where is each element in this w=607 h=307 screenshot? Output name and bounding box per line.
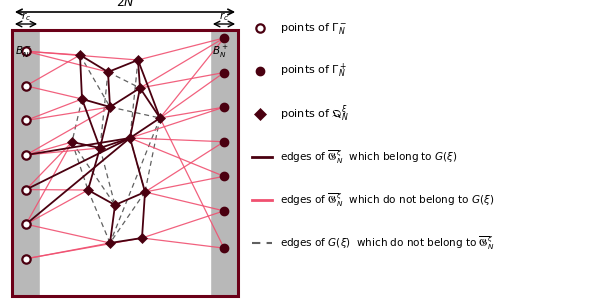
Text: points of $\Gamma_N^+$: points of $\Gamma_N^+$: [280, 62, 347, 80]
Bar: [40, 30, 210, 296]
Text: points of $\Gamma_N^-$: points of $\Gamma_N^-$: [280, 21, 347, 36]
Bar: [12, 30, 238, 296]
Bar: [12, 30, 40, 296]
Bar: [210, 30, 238, 296]
Text: points of $\mathfrak{Q}_N^\xi$: points of $\mathfrak{Q}_N^\xi$: [280, 103, 349, 124]
Text: $r_c$: $r_c$: [21, 10, 31, 23]
Text: $2N$: $2N$: [115, 0, 135, 9]
Text: edges of $\overline{\mathfrak{G}}_N^\xi$  which belong to $G(\xi)$: edges of $\overline{\mathfrak{G}}_N^\xi$…: [280, 148, 458, 166]
Text: $B_N^-$: $B_N^-$: [15, 44, 32, 59]
Text: $B_N^+$: $B_N^+$: [212, 44, 229, 60]
Text: $r_c$: $r_c$: [219, 10, 229, 23]
Text: edges of $G(\xi)$  which do not belong to $\overline{\mathfrak{G}}_N^\xi$: edges of $G(\xi)$ which do not belong to…: [280, 234, 495, 252]
Text: edges of $\overline{\mathfrak{G}}_N^\xi$  which do not belong to $G(\xi)$: edges of $\overline{\mathfrak{G}}_N^\xi$…: [280, 191, 494, 209]
